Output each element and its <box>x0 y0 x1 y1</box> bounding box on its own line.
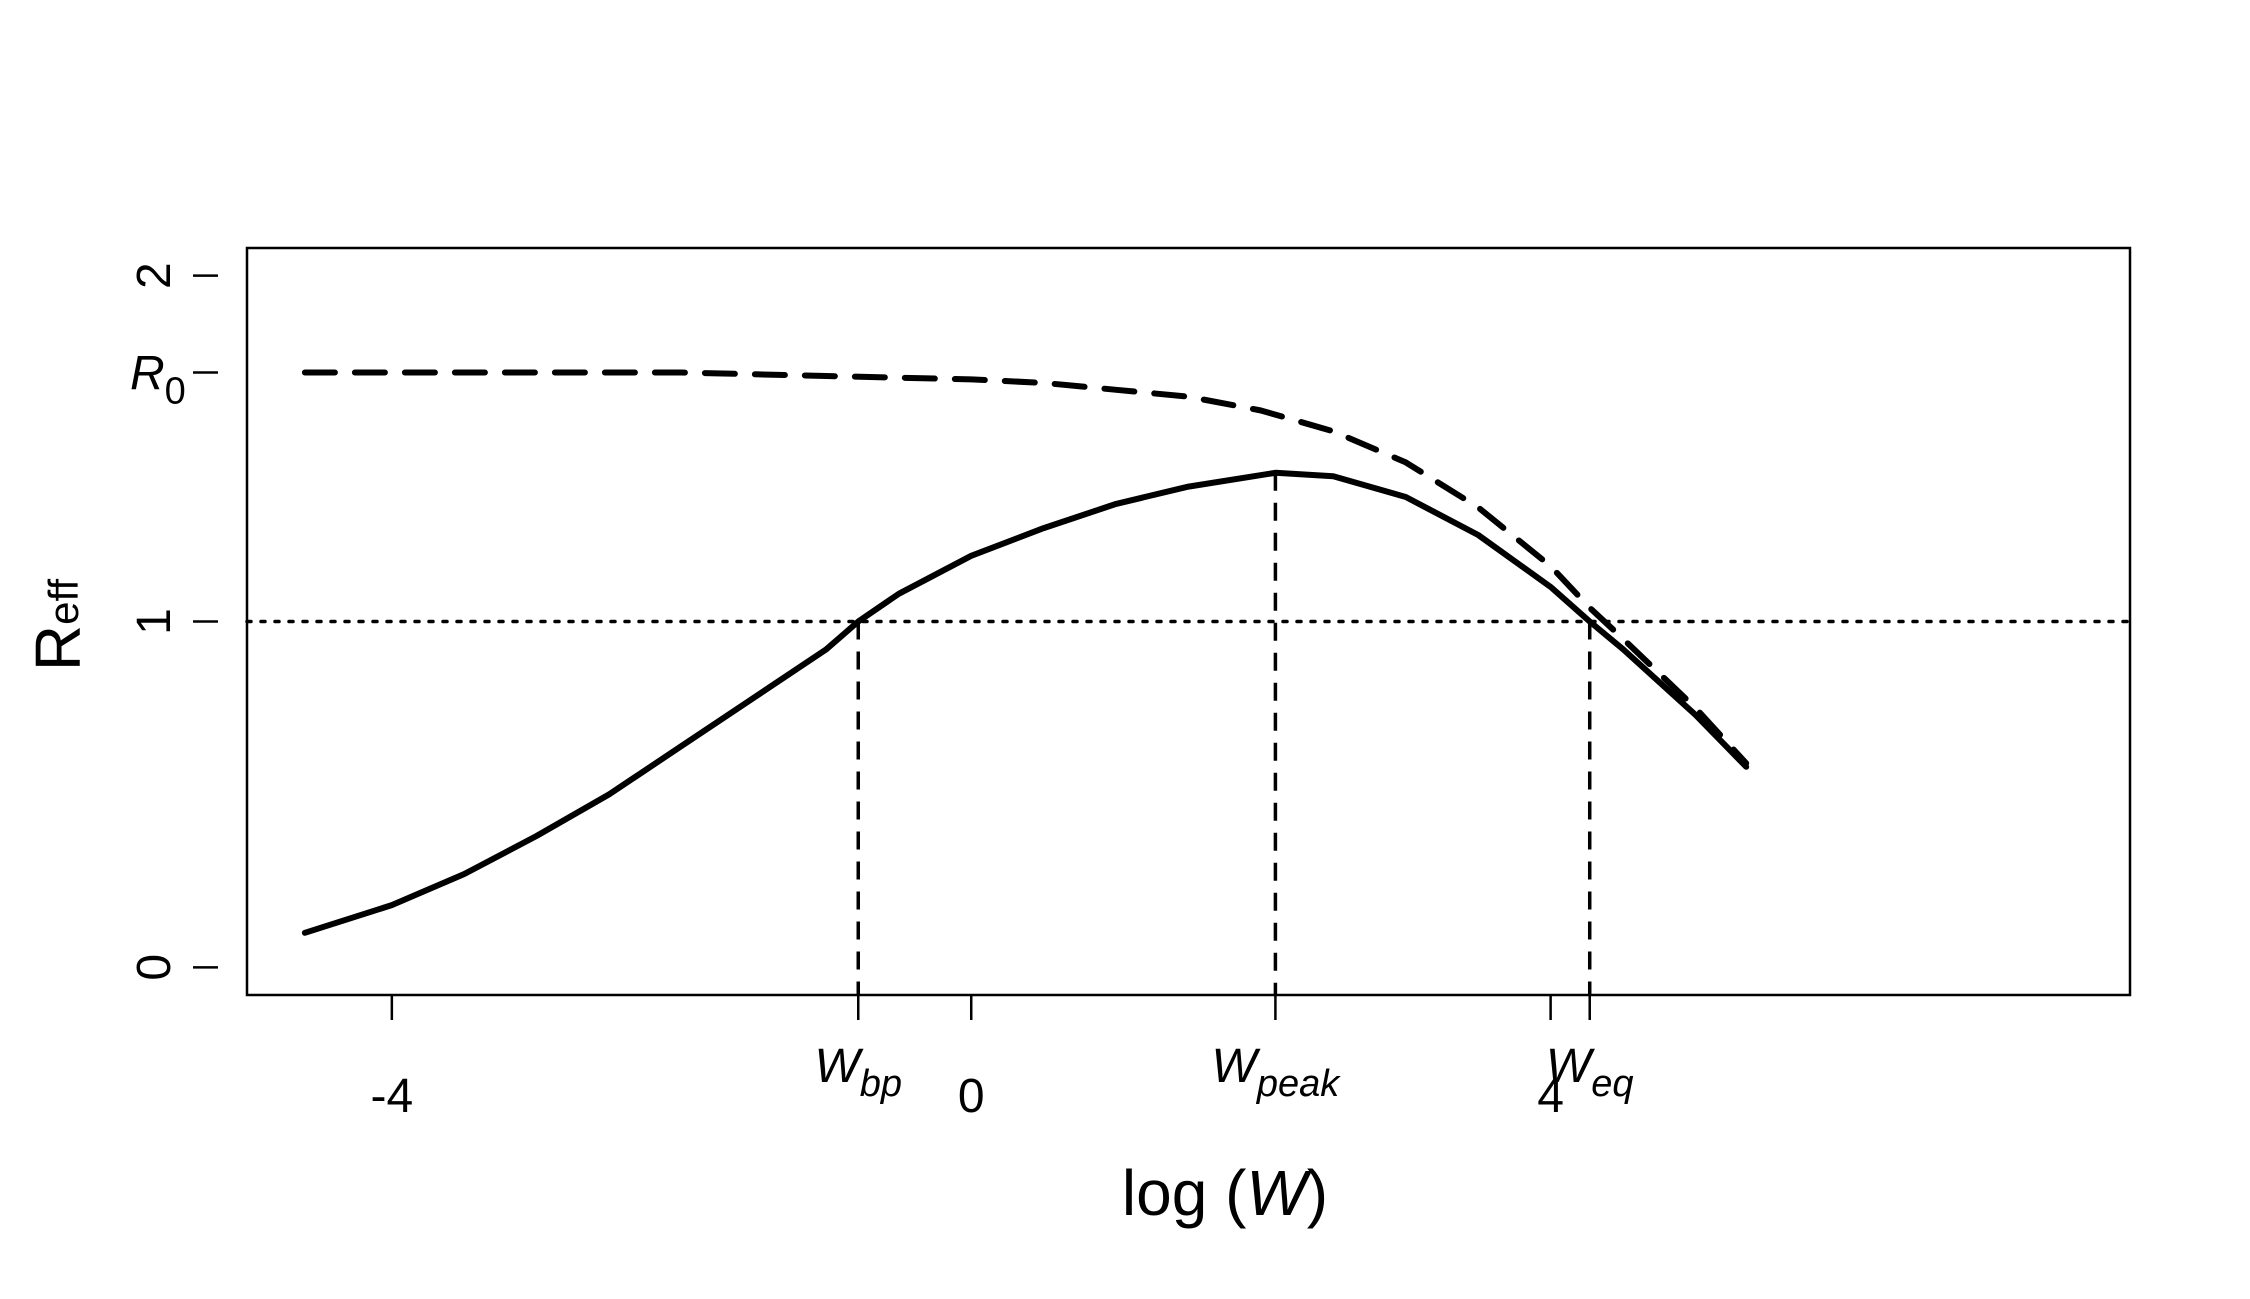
series-line-solid <box>301 469 1750 936</box>
series-line-dashed <box>301 369 1750 767</box>
axis-layer: -4 0 4 Wbp Wpeak Weq 0 1 2 R0 <box>128 246 2132 1123</box>
y-special-label: R0 <box>130 348 186 413</box>
x-special-label: Wbp <box>814 1040 902 1105</box>
y-tick-label: 1 <box>128 608 181 635</box>
x-special-label: Weq <box>1546 1040 1634 1105</box>
y-tick-label: 2 <box>128 262 181 289</box>
y-axis-title: Reff <box>22 579 94 671</box>
x-tick-label: 4 <box>1537 1070 1564 1123</box>
x-tick-label: 0 <box>958 1070 985 1123</box>
y-tick-label: 0 <box>128 954 181 981</box>
x-axis-title: log (W) <box>1122 1157 1328 1229</box>
plot-layer <box>245 369 2132 995</box>
x-tick-label: -4 <box>371 1070 414 1123</box>
x-special-label: Wpeak <box>1212 1040 1342 1105</box>
plot-frame <box>245 246 2132 997</box>
